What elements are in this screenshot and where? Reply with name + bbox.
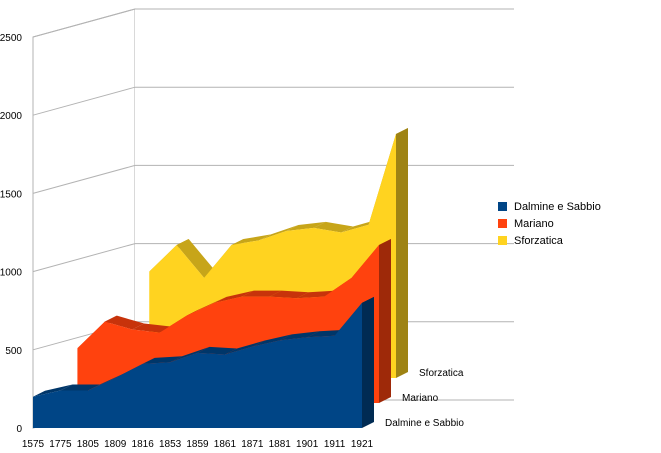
legend: Dalmine e Sabbio Mariano Sforzatica xyxy=(498,198,601,249)
y-axis-tick-labels: 0 500 1000 1500 2000 2500 xyxy=(0,33,22,435)
y-tick-label: 0 xyxy=(16,424,22,435)
series-dalmine-e-sabbio xyxy=(33,296,374,428)
x-tick-label: 1859 xyxy=(186,439,209,450)
area-side-face xyxy=(362,296,374,428)
area-top-face xyxy=(187,296,227,316)
area-top-face xyxy=(132,323,172,333)
area-top-face xyxy=(252,334,292,347)
area-top-face xyxy=(286,221,326,231)
x-tick-label: 1921 xyxy=(351,439,374,450)
x-tick-label: 1809 xyxy=(104,439,127,450)
x-tick-label: 1881 xyxy=(269,439,292,450)
series-layers xyxy=(33,128,408,428)
legend-label-dalmine: Dalmine e Sabbio xyxy=(514,200,601,213)
area-top-face xyxy=(87,371,128,391)
y-tick-label: 500 xyxy=(5,346,22,357)
x-tick-label: 1775 xyxy=(49,439,72,450)
area-side-face xyxy=(379,239,391,403)
depth-label: Dalmine e Sabbio xyxy=(385,418,464,429)
x-tick-label: 1853 xyxy=(159,439,182,450)
area-top-face xyxy=(197,346,237,355)
legend-swatch-mariano xyxy=(498,219,507,228)
gridline xyxy=(32,86,514,116)
area-top-face xyxy=(176,239,217,278)
x-axis-tick-labels: 1575 1775 1805 1809 1816 1853 1859 1861 1871 1881… xyxy=(22,439,374,450)
depth-label: Sforzatica xyxy=(419,368,464,379)
y-tick-label: 1500 xyxy=(0,189,22,200)
area-top-face xyxy=(231,234,271,246)
legend-item-dalmine: Dalmine e Sabbio xyxy=(498,198,601,215)
area-top-face xyxy=(313,221,354,233)
x-tick-label: 1911 xyxy=(324,439,346,450)
area-top-face xyxy=(170,346,210,363)
x-tick-label: 1871 xyxy=(241,439,264,450)
area-side-face xyxy=(396,128,408,378)
legend-label-sforzatica: Sforzatica xyxy=(514,234,563,247)
area-top-face xyxy=(307,329,347,338)
area-top-face xyxy=(60,384,100,391)
area-top-face xyxy=(241,290,282,297)
area-top-face xyxy=(269,290,309,299)
x-tick-label: 1805 xyxy=(77,439,100,450)
x-tick-label: 1816 xyxy=(132,439,155,450)
area-top-face xyxy=(33,384,73,397)
area-front-face xyxy=(33,302,362,428)
area-top-face xyxy=(214,290,254,303)
legend-swatch-sforzatica xyxy=(498,236,507,245)
legend-swatch-dalmine xyxy=(498,202,507,211)
area-top-face xyxy=(258,224,299,241)
area-top-face xyxy=(224,340,265,355)
gridline xyxy=(32,8,514,38)
x-tick-label: 1901 xyxy=(296,439,319,450)
area-top-face xyxy=(279,331,320,341)
area-top-face xyxy=(296,290,337,299)
y-tick-label: 2000 xyxy=(0,111,22,122)
y-tick-label: 1000 xyxy=(0,268,22,279)
depth-axis-labels: Sforzatica Mariano Dalmine e Sabbio xyxy=(385,368,464,429)
depth-label: Mariano xyxy=(402,393,439,404)
area-top-face xyxy=(104,315,145,330)
legend-item-sforzatica: Sforzatica xyxy=(498,232,601,249)
legend-item-mariano: Mariano xyxy=(498,215,601,232)
area-top-face xyxy=(142,356,183,364)
legend-label-mariano: Mariano xyxy=(514,217,554,230)
x-tick-label: 1575 xyxy=(22,439,45,450)
x-tick-label: 1861 xyxy=(214,439,237,450)
y-tick-label: 2500 xyxy=(0,33,22,44)
